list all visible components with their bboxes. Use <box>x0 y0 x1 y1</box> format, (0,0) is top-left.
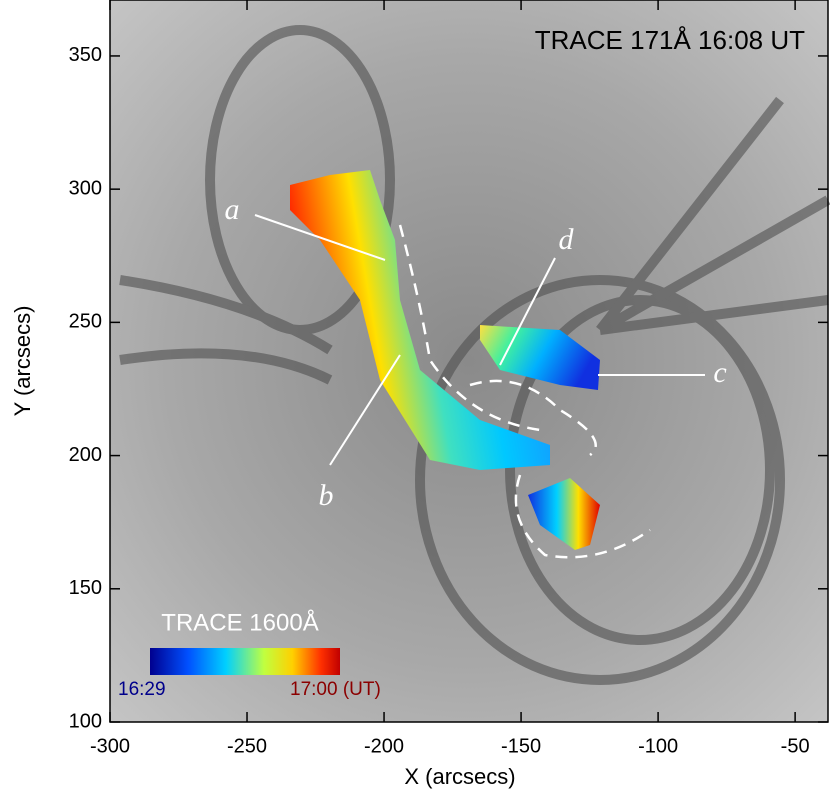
annotation: a <box>225 193 240 226</box>
chart-title: TRACE 171Å 16:08 UT <box>535 25 805 55</box>
y-tick-label: 250 <box>69 311 102 333</box>
y-tick-label: 350 <box>69 44 102 66</box>
x-tick-label: -200 <box>364 735 404 757</box>
annotation: d <box>559 223 575 256</box>
x-tick-label: -50 <box>781 735 810 757</box>
y-tick-label: 100 <box>69 710 102 732</box>
y-axis-label: Y (arcsecs) <box>10 306 35 417</box>
x-axis-label: X (arcsecs) <box>404 764 515 789</box>
colorbar-label: TRACE 1600Å <box>161 608 318 636</box>
annotation: c <box>713 356 726 389</box>
x-tick-label: -150 <box>501 735 541 757</box>
x-tick-label: -300 <box>90 735 130 757</box>
y-tick-label: 300 <box>69 177 102 199</box>
annotation: b <box>319 479 334 512</box>
y-tick-label: 150 <box>69 577 102 599</box>
colorbar-end-label: 17:00 (UT) <box>290 679 381 700</box>
plot-frame <box>109 0 829 723</box>
x-tick-label: -100 <box>638 735 678 757</box>
x-tick-label: -250 <box>227 735 267 757</box>
colorbar-start-label: 16:29 <box>118 679 166 700</box>
solar-image <box>110 0 830 722</box>
y-tick-label: 200 <box>69 444 102 466</box>
